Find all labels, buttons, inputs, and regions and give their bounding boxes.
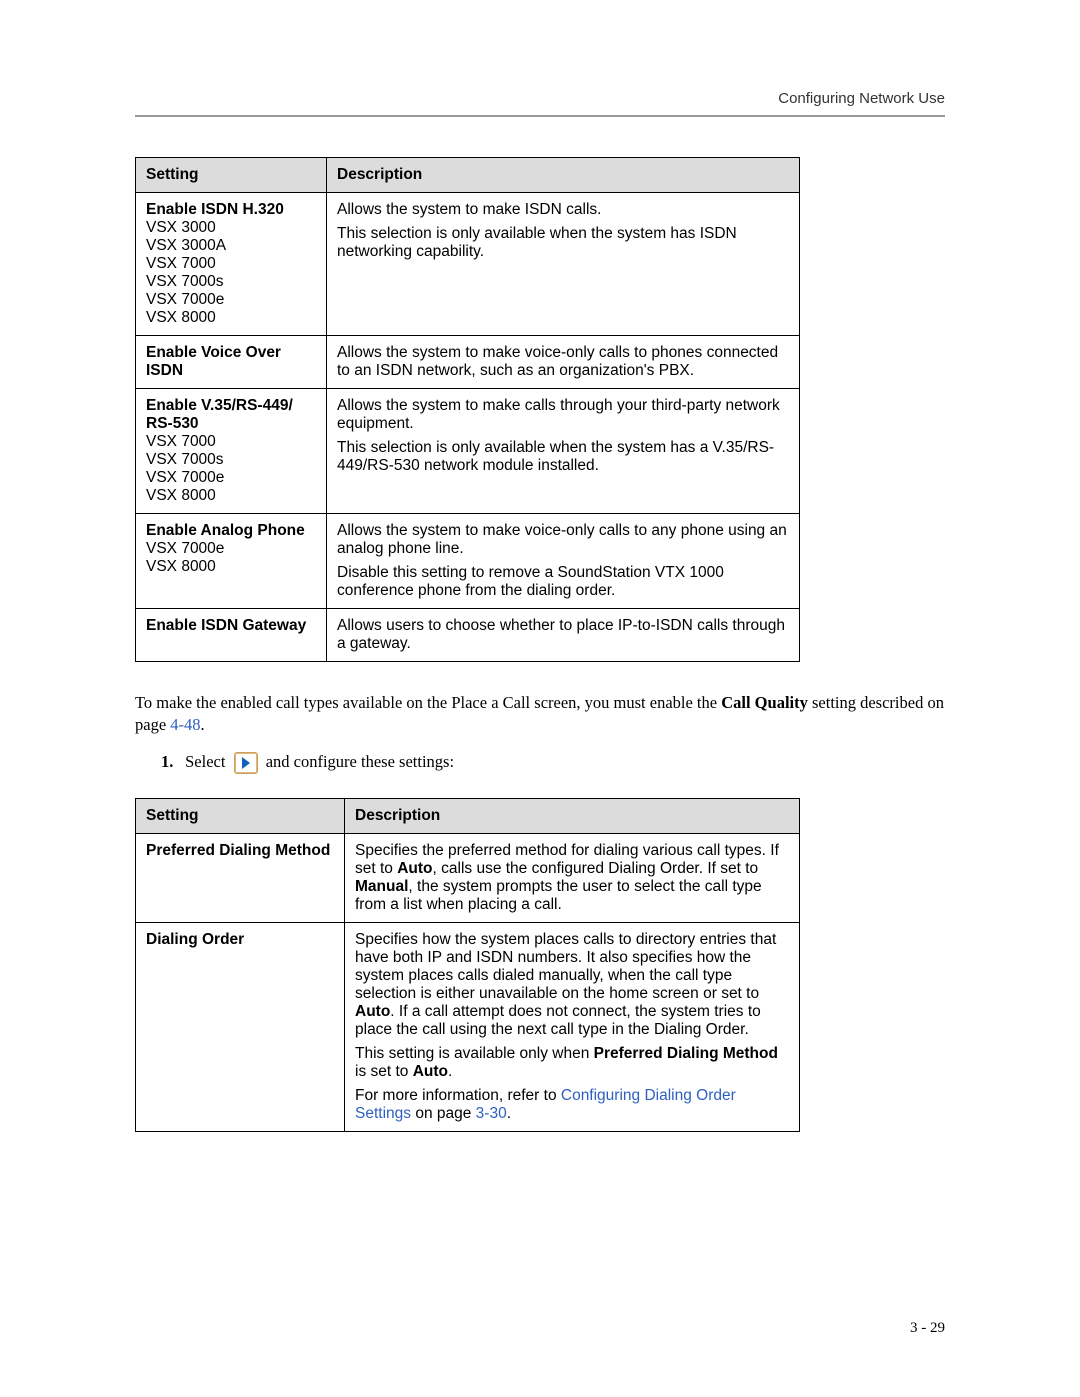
- settings-table-2: Setting Description Preferred Dialing Me…: [135, 798, 800, 1132]
- setting-model: VSX 7000e: [146, 291, 316, 309]
- plain-text: is set to: [355, 1063, 413, 1080]
- description-text: Allows the system to make ISDN calls.: [337, 201, 789, 219]
- step-number: 1.: [161, 751, 181, 773]
- page-number: 3 - 29: [910, 1320, 945, 1337]
- description-text: This selection is only available when th…: [337, 225, 789, 261]
- setting-name: Enable ISDN Gateway: [146, 617, 316, 635]
- bold-text: Auto: [413, 1063, 448, 1080]
- setting-cell: Enable Voice Over ISDN: [136, 336, 327, 389]
- plain-text: This setting is available only when: [355, 1045, 594, 1062]
- description-cell: Allows the system to make calls through …: [327, 389, 800, 514]
- setting-model: VSX 3000: [146, 219, 316, 237]
- description-text: This setting is available only when Pref…: [355, 1045, 789, 1081]
- para-bold: Call Quality: [721, 693, 808, 712]
- table-row: Enable V.35/RS-449/ RS-530VSX 7000VSX 70…: [136, 389, 800, 514]
- page-header: Configuring Network Use: [135, 90, 945, 107]
- description-text: For more information, refer to Configuri…: [355, 1087, 789, 1123]
- step-text: and configure these settings:: [266, 752, 454, 771]
- table-row: Dialing Order Specifies how the system pl…: [136, 922, 800, 1131]
- setting-cell: Dialing Order: [136, 922, 345, 1131]
- plain-text: For more information, refer to: [355, 1087, 561, 1104]
- table-row: Enable ISDN Gateway Allows users to choos…: [136, 609, 800, 662]
- setting-model: VSX 8000: [146, 309, 316, 327]
- setting-name: Enable V.35/RS-449/ RS-530: [146, 397, 316, 433]
- setting-name: Enable ISDN H.320: [146, 201, 316, 219]
- plain-text: , the system prompts the user to select …: [355, 878, 762, 913]
- bold-text: Manual: [355, 878, 408, 895]
- setting-model: VSX 7000s: [146, 273, 316, 291]
- description-cell: Allows users to choose whether to place …: [327, 609, 800, 662]
- description-cell: Allows the system to make ISDN calls. Thi…: [327, 193, 800, 336]
- setting-model: VSX 7000: [146, 433, 316, 451]
- setting-model: VSX 7000e: [146, 469, 316, 487]
- col-header-setting: Setting: [136, 158, 327, 193]
- header-rule: [135, 115, 945, 117]
- body-paragraph: To make the enabled call types available…: [135, 692, 945, 737]
- setting-model: VSX 7000e: [146, 540, 316, 558]
- description-text: Disable this setting to remove a SoundSt…: [337, 564, 789, 600]
- description-text: Specifies how the system places calls to…: [355, 931, 789, 1039]
- col-header-description: Description: [345, 798, 800, 833]
- plain-text: .: [507, 1105, 511, 1122]
- setting-cell: Enable V.35/RS-449/ RS-530VSX 7000VSX 70…: [136, 389, 327, 514]
- step-text: Select: [185, 752, 229, 771]
- description-text: Allows the system to make calls through …: [337, 397, 789, 433]
- table-row: Enable Voice Over ISDN Allows the system …: [136, 336, 800, 389]
- setting-model: VSX 7000: [146, 255, 316, 273]
- bold-text: Auto: [355, 1003, 390, 1020]
- bold-text: Auto: [397, 860, 432, 877]
- description-cell: Allows the system to make voice-only cal…: [327, 336, 800, 389]
- setting-name: Dialing Order: [146, 931, 334, 949]
- setting-name: Preferred Dialing Method: [146, 842, 334, 860]
- setting-model: VSX 3000A: [146, 237, 316, 255]
- setting-name: Enable Analog Phone: [146, 522, 316, 540]
- settings-table-1: Setting Description Enable ISDN H.320VSX…: [135, 157, 800, 662]
- setting-cell: Enable ISDN H.320VSX 3000VSX 3000AVSX 70…: [136, 193, 327, 336]
- description-text: This selection is only available when th…: [337, 439, 789, 475]
- table-row: Enable Analog PhoneVSX 7000eVSX 8000 Allo…: [136, 514, 800, 609]
- col-header-setting: Setting: [136, 798, 345, 833]
- plain-text: .: [448, 1063, 452, 1080]
- description-text: Specifies the preferred method for diali…: [355, 842, 789, 914]
- setting-name: Enable Voice Over ISDN: [146, 344, 316, 380]
- bold-text: Preferred Dialing Method: [594, 1045, 778, 1062]
- description-text: Allows the system to make voice-only cal…: [337, 522, 789, 558]
- plain-text: . If a call attempt does not connect, th…: [355, 1003, 761, 1038]
- description-cell: Allows the system to make voice-only cal…: [327, 514, 800, 609]
- setting-model: VSX 8000: [146, 487, 316, 505]
- page-ref-link[interactable]: 4-48: [170, 715, 200, 734]
- table-row: Enable ISDN H.320VSX 3000VSX 3000AVSX 70…: [136, 193, 800, 336]
- para-text: To make the enabled call types available…: [135, 693, 721, 712]
- col-header-description: Description: [327, 158, 800, 193]
- description-cell: Specifies how the system places calls to…: [345, 922, 800, 1131]
- setting-model: VSX 7000s: [146, 451, 316, 469]
- table-row: Preferred Dialing Method Specifies the pr…: [136, 833, 800, 922]
- para-text: .: [201, 715, 205, 734]
- plain-text: on page: [411, 1105, 476, 1122]
- setting-cell: Preferred Dialing Method: [136, 833, 345, 922]
- plain-text: , calls use the configured Dialing Order…: [433, 860, 759, 877]
- setting-cell: Enable Analog PhoneVSX 7000eVSX 8000: [136, 514, 327, 609]
- description-cell: Specifies the preferred method for diali…: [345, 833, 800, 922]
- step-item: 1. Select and configure these settings:: [135, 751, 945, 774]
- setting-cell: Enable ISDN Gateway: [136, 609, 327, 662]
- description-text: Allows the system to make voice-only cal…: [337, 344, 789, 380]
- setting-model: VSX 8000: [146, 558, 316, 576]
- cross-ref-link[interactable]: 3-30: [476, 1105, 507, 1122]
- next-arrow-icon: [234, 752, 258, 774]
- description-text: Allows users to choose whether to place …: [337, 617, 789, 653]
- plain-text: Specifies how the system places calls to…: [355, 931, 776, 1002]
